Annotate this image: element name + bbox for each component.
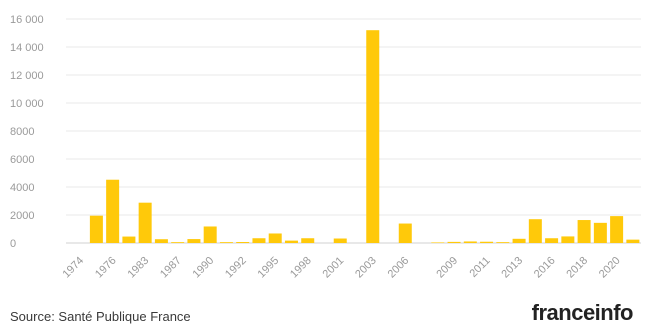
x-tick-label: 2013: [499, 255, 525, 281]
bar-2019: [593, 222, 607, 243]
x-tick-label: 2001: [321, 255, 347, 281]
bar-2011: [480, 241, 494, 243]
y-tick-label: 2000: [10, 210, 34, 222]
bar-2012: [496, 242, 510, 243]
bar-1987: [171, 242, 185, 243]
bar-2018: [577, 220, 591, 243]
bar-2022: [626, 239, 640, 243]
x-tick-label: 2011: [467, 255, 492, 280]
bar-1975: [89, 215, 103, 243]
x-tick-label: 1983: [125, 255, 151, 281]
bar-1984: [154, 239, 168, 243]
x-tick-label: 2018: [564, 255, 590, 281]
bar-2015: [528, 219, 542, 243]
x-tick-label: 2016: [532, 255, 558, 281]
bar-1992: [236, 242, 250, 243]
y-tick-label: 0: [10, 238, 16, 250]
y-tick-label: 12 000: [10, 70, 44, 82]
x-tick-label: 1987: [158, 255, 184, 281]
x-tick-label: 1990: [191, 255, 217, 281]
y-tick-label: 16 000: [10, 14, 44, 26]
bar-1994: [252, 238, 266, 243]
franceinfo-logo: franceinfo: [531, 300, 634, 325]
y-tick-label: 4000: [10, 182, 34, 194]
bar-2016: [545, 238, 559, 243]
bar-2009: [447, 241, 461, 243]
source-note: Source: Santé Publique France: [10, 309, 191, 324]
x-tick-label: 2009: [434, 255, 460, 281]
x-tick-label: 2003: [353, 255, 379, 281]
bar-2006: [398, 223, 412, 243]
x-tick-label: 1995: [256, 255, 282, 281]
y-tick-label: 6000: [10, 154, 34, 166]
bar-1995: [268, 233, 282, 243]
bar-chart: 0 2000 4000 6000 8000 10 000 12 000 14 000 16 00…: [10, 14, 641, 281]
bar-1998: [301, 238, 315, 243]
bar-2010: [463, 241, 477, 243]
bar-1976: [106, 179, 120, 243]
y-tick-label: 8000: [10, 126, 34, 138]
x-tick-label: 1974: [60, 255, 86, 281]
y-tick-label: 10 000: [10, 98, 44, 110]
bar-1997: [284, 240, 298, 243]
bar-1983: [138, 202, 152, 243]
bar-2003: [366, 30, 380, 244]
x-tick-label: 2020: [597, 255, 623, 281]
bar-1977: [122, 236, 136, 243]
bar-1990: [203, 226, 217, 243]
bar-2020: [610, 216, 624, 243]
bar-2017: [561, 236, 575, 243]
bar-1988: [187, 239, 201, 243]
x-tick-label: 1992: [223, 255, 249, 281]
y-tick-label: 14 000: [10, 42, 44, 54]
bar-2008: [431, 242, 445, 243]
bar-2013: [512, 238, 526, 243]
bar-2001: [333, 238, 347, 243]
bar-1991: [219, 242, 233, 243]
x-tick-label: 1998: [288, 255, 314, 281]
x-tick-label: 2006: [386, 255, 412, 281]
x-tick-label: 1976: [93, 255, 119, 281]
